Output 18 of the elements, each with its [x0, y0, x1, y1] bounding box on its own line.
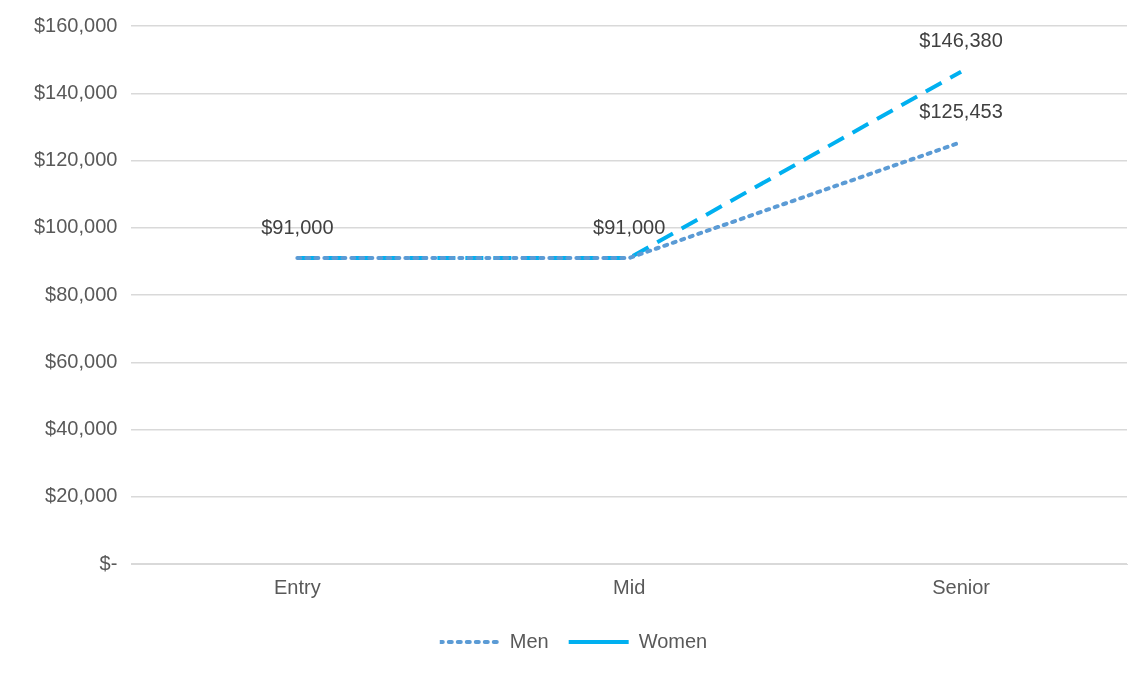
- x-tick-label: Senior: [932, 575, 991, 598]
- legend-label: Women: [638, 629, 708, 652]
- data-label: $91,000: [261, 215, 334, 238]
- data-label: $146,380: [919, 29, 1003, 52]
- y-tick-label: $140,000: [34, 80, 118, 103]
- y-tick-label: $40,000: [45, 417, 118, 440]
- y-tick-label: $-: [99, 551, 118, 574]
- y-tick-label: $100,000: [34, 215, 118, 238]
- y-tick-label: $20,000: [45, 484, 118, 507]
- y-tick-label: $120,000: [34, 148, 118, 171]
- x-tick-label: Mid: [613, 575, 646, 598]
- data-label: $91,000: [593, 215, 666, 238]
- y-tick-label: $160,000: [34, 13, 118, 36]
- y-tick-label: $80,000: [45, 282, 118, 305]
- x-tick-label: Entry: [274, 575, 321, 598]
- data-label: $125,453: [919, 99, 1003, 122]
- legend-label: Men: [509, 629, 549, 652]
- y-tick-label: $60,000: [45, 349, 118, 372]
